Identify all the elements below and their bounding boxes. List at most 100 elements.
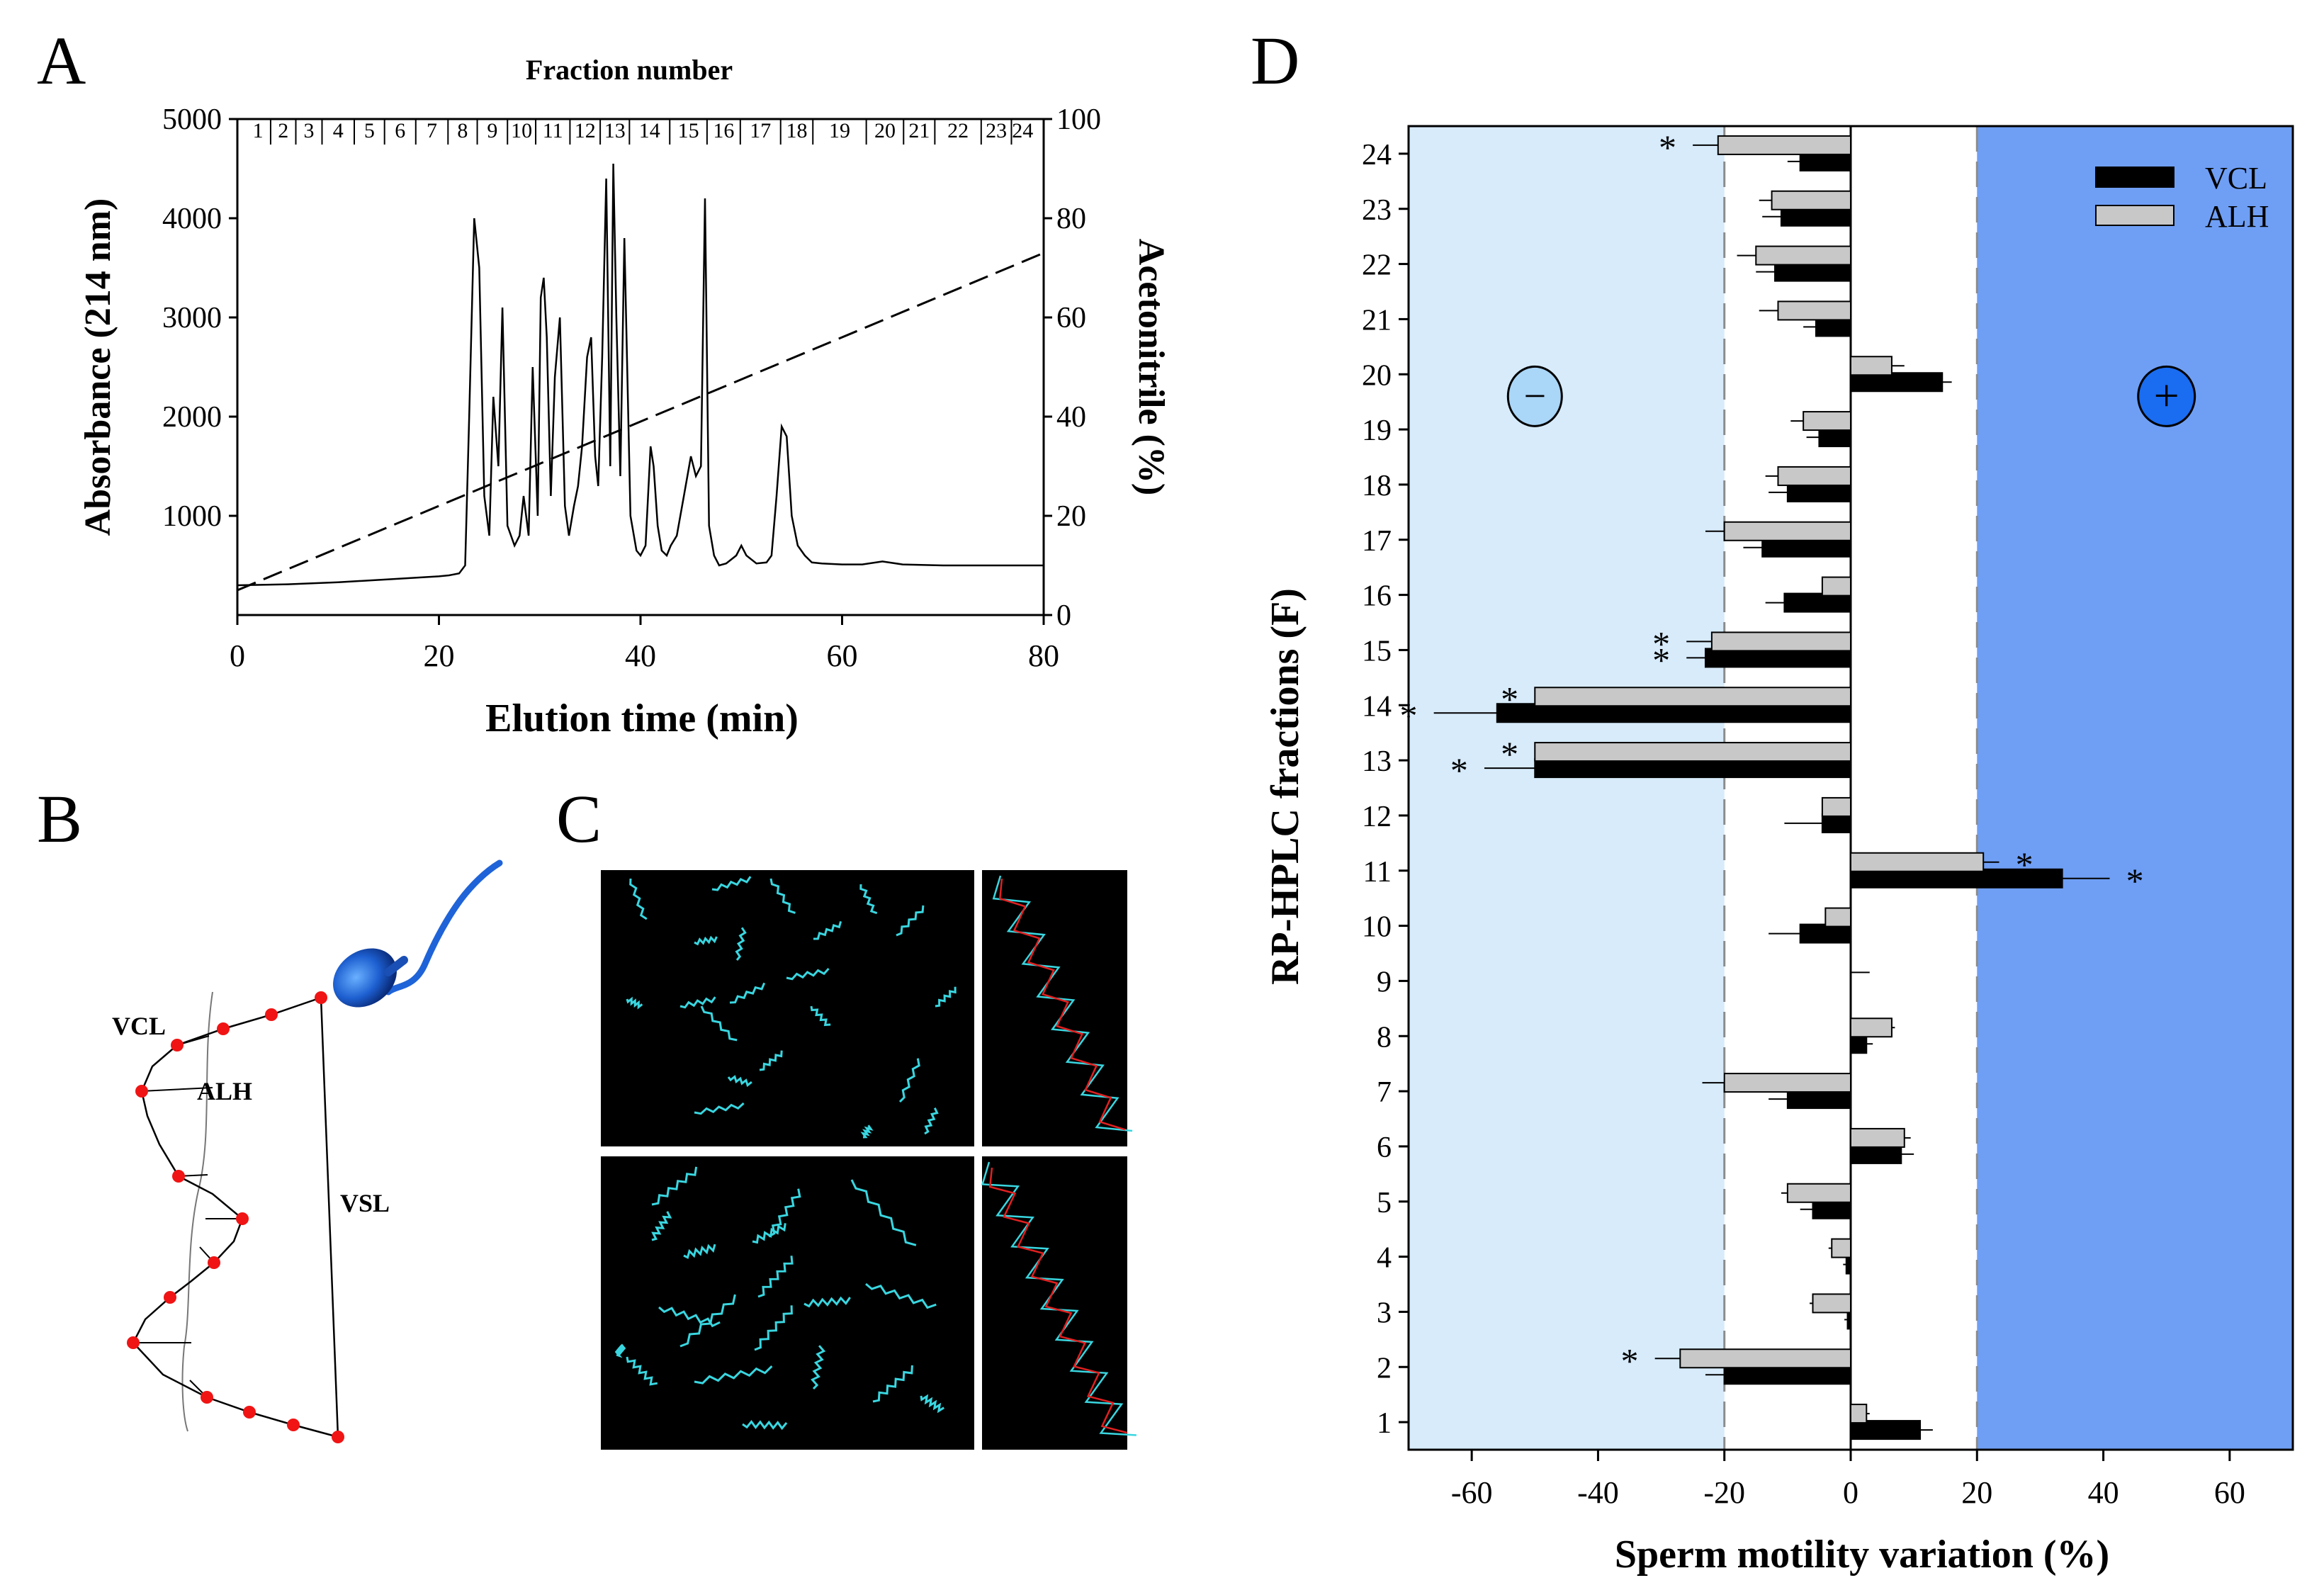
tracking-image-bottom-left xyxy=(601,1156,974,1450)
track-point xyxy=(127,1336,140,1349)
sperm-track xyxy=(769,878,796,914)
vcl-curvilinear-path xyxy=(132,996,339,1438)
bar-alh xyxy=(1850,1404,1868,1424)
bar-alh xyxy=(1812,1293,1852,1314)
negative-effect-region xyxy=(1409,126,1725,1450)
fraction-label: 9 xyxy=(487,119,497,142)
track-point xyxy=(135,1085,148,1098)
track-point xyxy=(243,1406,256,1419)
positive-symbol: + xyxy=(2154,370,2179,420)
fraction-label: 24 xyxy=(1012,119,1033,142)
elution-time-tick-label: 80 xyxy=(1028,638,1059,673)
significance-star: * xyxy=(1450,750,1468,790)
track-point xyxy=(164,1291,176,1304)
fraction-label: 18 xyxy=(786,119,807,142)
elution-time-tick-label: 0 xyxy=(230,638,245,673)
sperm-tracks xyxy=(614,876,957,1431)
fraction-label: 8 xyxy=(457,119,468,142)
bar-alh xyxy=(1534,742,1851,762)
sperm-track xyxy=(935,986,957,1008)
bar-alh xyxy=(1831,1238,1851,1258)
fraction-label: 2 xyxy=(278,119,288,142)
absorbance-tick-label: 3000 xyxy=(162,302,222,334)
sperm-track xyxy=(757,1256,794,1298)
fraction-label: 7 xyxy=(427,119,437,142)
absorbance-tick-label: 5000 xyxy=(162,103,222,136)
track-point xyxy=(236,1212,249,1225)
bar-alh xyxy=(1777,300,1851,321)
sperm-track xyxy=(629,878,648,920)
sperm-track xyxy=(768,1188,801,1238)
fraction-tick-label: 17 xyxy=(1362,525,1392,558)
fraction-tick-label: 6 xyxy=(1377,1132,1392,1164)
significance-star: * xyxy=(1652,624,1670,663)
sperm-track xyxy=(626,996,643,1010)
acetonitrile-axis-label: Acetonitrile (%) xyxy=(1131,239,1171,495)
sperm-track xyxy=(614,1343,626,1358)
sperm-track xyxy=(658,1306,721,1328)
bar-vcl xyxy=(1496,703,1852,723)
bar-alh xyxy=(1803,411,1851,432)
track-point xyxy=(315,991,327,1004)
sperm-track xyxy=(700,1005,738,1042)
fraction-tick-label: 21 xyxy=(1362,304,1392,337)
elution-time-tick-label: 20 xyxy=(424,638,455,673)
bar-vcl xyxy=(1850,1420,1922,1440)
sperm-track xyxy=(759,1050,783,1071)
sperm-track xyxy=(683,1244,716,1259)
fraction-label: 12 xyxy=(575,119,596,142)
tracking-image-top-right xyxy=(982,870,1127,1146)
sperm-track xyxy=(813,921,842,940)
acetonitrile-tick-label: 100 xyxy=(1056,103,1101,136)
vsl-straight-line xyxy=(320,997,339,1438)
sperm-track xyxy=(729,982,766,1004)
legend-label: VCL xyxy=(2205,161,2267,196)
fraction-label: 16 xyxy=(713,119,734,142)
fraction-tick-label: 5 xyxy=(1377,1187,1392,1219)
bar-alh xyxy=(1717,135,1852,155)
fraction-label: 17 xyxy=(750,119,771,142)
zoomed-track-detail xyxy=(981,875,1136,1436)
negative-symbol-circle xyxy=(1506,365,1563,427)
significance-star: * xyxy=(2016,845,2034,884)
sperm-track xyxy=(694,935,718,946)
bar-alh xyxy=(1679,1348,1851,1369)
fraction-tick-label: 9 xyxy=(1377,966,1392,998)
track-point xyxy=(208,1256,220,1269)
fraction-label: 11 xyxy=(543,119,563,142)
legend-swatch xyxy=(2095,167,2174,188)
bar-alh xyxy=(1850,356,1893,376)
bars xyxy=(1433,135,2110,1440)
bar-alh xyxy=(1850,1127,1905,1148)
sperm-track xyxy=(651,1211,672,1241)
track-point xyxy=(217,1022,230,1035)
variation-tick-label: 40 xyxy=(2088,1475,2119,1510)
sperm-track xyxy=(742,1419,788,1431)
positive-symbol-circle xyxy=(2137,365,2196,427)
fraction-number-title: Fraction number xyxy=(526,54,733,86)
fraction-tick-label: 18 xyxy=(1362,470,1392,502)
absorbance-tick-label: 2000 xyxy=(162,401,222,434)
fraction-label: 6 xyxy=(395,119,405,142)
sperm-midpiece xyxy=(384,956,408,976)
bar-alh xyxy=(1534,687,1851,707)
panel-label-a: A xyxy=(37,23,86,98)
fraction-label: 19 xyxy=(829,119,850,142)
zoomed-track xyxy=(981,1161,1136,1436)
negative-symbol: − xyxy=(1523,374,1546,418)
variation-tick-label: -40 xyxy=(1577,1475,1619,1510)
sperm-track xyxy=(860,1124,874,1139)
sperm-track xyxy=(679,1294,736,1348)
panel-d-motility-bar-chart: D ********** 123456789101112131415161718… xyxy=(1251,23,2294,1577)
sperm-track xyxy=(694,1365,773,1385)
absorbance-ticks: 1000 2000 3000 4000 5000 xyxy=(162,103,237,533)
fraction-tick-label: 13 xyxy=(1362,745,1392,778)
bar-alh xyxy=(1850,852,1985,872)
acetonitrile-tick-label: 0 xyxy=(1056,599,1071,632)
sperm-track xyxy=(924,1107,939,1135)
absorbance-tick-label: 1000 xyxy=(162,500,222,533)
track-point xyxy=(265,1008,278,1021)
variation-tick-label: 0 xyxy=(1843,1475,1858,1510)
vsl-label: VSL xyxy=(340,1189,390,1217)
acetonitrile-tick-label: 20 xyxy=(1056,500,1086,533)
